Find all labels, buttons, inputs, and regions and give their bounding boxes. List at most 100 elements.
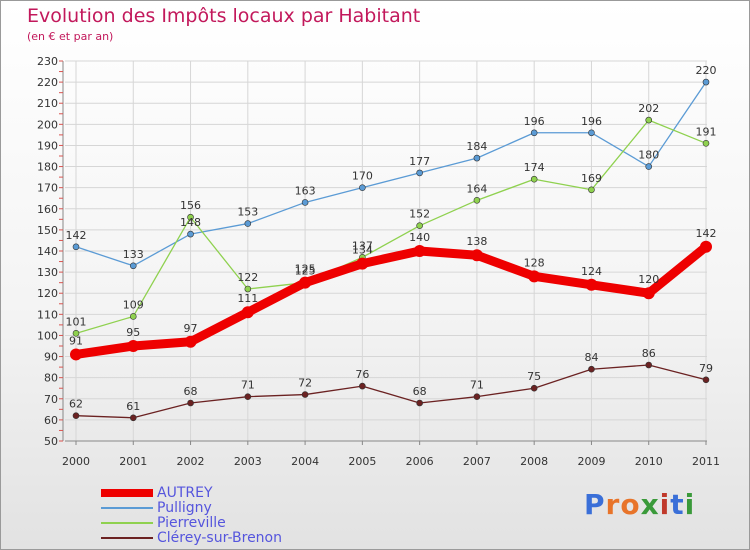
data-label: 101 (66, 315, 87, 328)
series-line-pierreville (75, 119, 707, 334)
data-point (585, 278, 598, 291)
data-label: 140 (409, 231, 430, 244)
data-label: 134 (352, 244, 373, 257)
chart-title: Evolution des Impôts locaux par Habitant (27, 5, 421, 27)
legend-label: AUTREY (157, 485, 213, 501)
data-point (187, 213, 194, 221)
data-point (187, 399, 194, 407)
data-label: 61 (126, 400, 140, 413)
series-line-cl-rey-sur-brenon (75, 364, 707, 419)
y-tick-label: 70 (44, 393, 58, 406)
data-label: 170 (352, 170, 373, 183)
data-point (645, 361, 653, 369)
data-point (700, 240, 712, 253)
x-tick-label: 2004 (291, 455, 319, 468)
legend-swatch (101, 522, 153, 524)
data-point (356, 257, 369, 270)
data-label: 86 (642, 347, 656, 360)
data-point (470, 249, 483, 262)
data-label: 196 (524, 115, 545, 128)
data-label: 174 (524, 161, 545, 174)
data-label: 122 (237, 271, 258, 284)
data-point (299, 276, 312, 289)
x-tick-label: 2005 (348, 455, 376, 468)
y-tick-label: 170 (37, 182, 58, 195)
x-tick-label: 2000 (62, 455, 90, 468)
data-label: 142 (66, 229, 87, 242)
data-label: 142 (696, 227, 717, 240)
y-tick-label: 200 (37, 118, 58, 131)
data-point (702, 376, 710, 384)
data-label: 133 (123, 248, 144, 261)
x-tick-label: 2010 (635, 455, 663, 468)
data-point (359, 184, 366, 191)
data-label: 196 (581, 115, 602, 128)
data-point (244, 220, 252, 227)
data-label: 164 (466, 182, 487, 195)
data-point (642, 287, 655, 300)
data-point (588, 365, 595, 373)
data-point (588, 129, 595, 137)
y-tick-label: 180 (37, 161, 58, 174)
data-point (244, 285, 252, 293)
legend-label: Pulligny (157, 500, 212, 516)
data-label: 153 (237, 206, 258, 219)
legend-label: Pierreville (157, 515, 226, 531)
data-point (129, 262, 137, 270)
data-point (301, 391, 309, 398)
data-point (702, 78, 710, 86)
y-tick-label: 90 (44, 351, 58, 364)
data-label: 62 (69, 398, 83, 411)
data-label: 91 (69, 334, 83, 347)
data-label: 84 (584, 351, 598, 364)
data-point (530, 129, 538, 137)
series-line-autrey (71, 242, 711, 359)
data-point (416, 169, 423, 177)
y-tick-label: 210 (37, 97, 58, 110)
data-point (473, 154, 481, 162)
data-label: 71 (470, 379, 484, 392)
data-label: 95 (126, 326, 140, 339)
logo-letter: i (684, 488, 696, 521)
x-tick-label: 2011 (692, 455, 720, 468)
data-label: 138 (466, 235, 487, 248)
data-label: 76 (355, 368, 369, 381)
data-point (530, 175, 538, 183)
data-label: 68 (184, 385, 198, 398)
logo-letter: t (670, 488, 685, 521)
data-point (702, 140, 710, 147)
logo-letter: o (620, 488, 641, 521)
data-point (241, 306, 254, 319)
data-point (530, 384, 538, 392)
logo-letter: i (659, 488, 671, 521)
data-point (588, 186, 595, 194)
y-tick-label: 190 (37, 139, 58, 152)
chart-subtitle: (en € et par an) (27, 30, 114, 43)
y-tick-label: 140 (37, 245, 58, 258)
y-tick-label: 150 (37, 224, 58, 237)
data-label: 75 (527, 370, 541, 383)
legend-swatch (101, 489, 153, 497)
data-label: 180 (638, 149, 659, 162)
y-tick-label: 130 (37, 266, 58, 279)
series-line-pulligny (75, 81, 707, 267)
series-lines (70, 78, 712, 422)
data-point (244, 393, 252, 400)
x-tick-label: 2007 (463, 455, 491, 468)
y-tick-label: 160 (37, 203, 58, 216)
x-tick-label: 2009 (577, 455, 605, 468)
y-tick-label: 80 (44, 372, 58, 385)
data-label: 111 (237, 292, 258, 305)
axes: 50 60 70 80 90 100 110 120 130 140 150 160 170 180 190… (37, 55, 720, 468)
data-point (645, 116, 653, 124)
data-point (416, 222, 423, 229)
y-tick-label: 220 (37, 76, 58, 89)
y-tick-label: 100 (37, 329, 58, 342)
data-point (70, 348, 82, 361)
data-point (473, 197, 481, 204)
data-label: 191 (696, 125, 717, 138)
y-tick-label: 50 (44, 435, 58, 448)
data-label: 148 (180, 216, 201, 229)
